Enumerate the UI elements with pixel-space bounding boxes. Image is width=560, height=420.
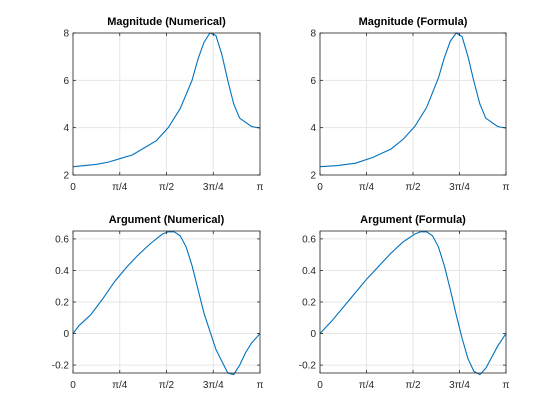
y-tick-label: 8 xyxy=(310,29,316,40)
x-tick-label: 3π/4 xyxy=(449,380,470,391)
x-tick-label: π/4 xyxy=(112,380,128,391)
chart-title: Magnitude (Numerical) xyxy=(107,16,226,28)
x-tick-label: π/2 xyxy=(159,380,175,391)
chart-title: Argument (Numerical) xyxy=(109,214,225,226)
x-tick-label: π xyxy=(503,182,510,193)
y-tick-label: 6 xyxy=(310,76,316,87)
y-tick-label: 0.6 xyxy=(302,234,316,245)
y-tick-label: 4 xyxy=(63,123,69,134)
y-tick-label: 0.2 xyxy=(55,298,69,309)
y-tick-label: 2 xyxy=(63,171,69,182)
x-tick-label: 0 xyxy=(70,380,76,391)
x-tick-label: π/2 xyxy=(405,182,421,193)
y-tick-label: 0.4 xyxy=(55,266,69,277)
chart-title: Magnitude (Formula) xyxy=(359,16,468,28)
x-tick-label: π xyxy=(257,182,264,193)
x-tick-label: π/4 xyxy=(359,380,375,391)
x-tick-label: 3π/4 xyxy=(449,182,470,193)
y-tick-label: 0.4 xyxy=(302,266,316,277)
x-tick-label: 0 xyxy=(317,182,323,193)
x-tick-label: π/2 xyxy=(405,380,421,391)
y-tick-label: 0 xyxy=(310,329,316,340)
y-tick-label: 2 xyxy=(310,171,316,182)
chart-panel-1: 0 π/4 π/2 3π/4 π 2 4 6 8 Magnitude (Numerical) xyxy=(63,16,263,193)
x-tick-label: π xyxy=(257,380,264,391)
x-tick-label: π/4 xyxy=(359,182,375,193)
y-tick-label: -0.2 xyxy=(299,361,317,372)
chart-panel-2: 0 π/4 π/2 3π/4 π 2 4 6 8 Magnitude (Formula) xyxy=(310,16,509,193)
y-tick-label: 0.2 xyxy=(302,298,316,309)
chart-title: Argument (Formula) xyxy=(360,214,466,226)
y-tick-label: 0 xyxy=(63,329,69,340)
y-tick-label: 6 xyxy=(63,76,69,87)
x-tick-label: 0 xyxy=(70,182,76,193)
x-tick-label: π/2 xyxy=(159,182,175,193)
x-tick-label: 3π/4 xyxy=(203,380,224,391)
x-tick-label: 0 xyxy=(317,380,323,391)
y-tick-label: 4 xyxy=(310,123,316,134)
series-line-1 xyxy=(319,32,507,168)
series-line-1 xyxy=(72,231,261,376)
x-tick-label: 3π/4 xyxy=(203,182,224,193)
y-tick-label: 0.6 xyxy=(55,234,69,245)
x-tick-label: π/4 xyxy=(112,182,128,193)
y-tick-label: -0.2 xyxy=(52,361,70,372)
series-line-1 xyxy=(72,32,261,168)
x-tick-label: π xyxy=(503,380,510,391)
series-line-1 xyxy=(319,231,507,376)
y-tick-label: 8 xyxy=(63,29,69,40)
